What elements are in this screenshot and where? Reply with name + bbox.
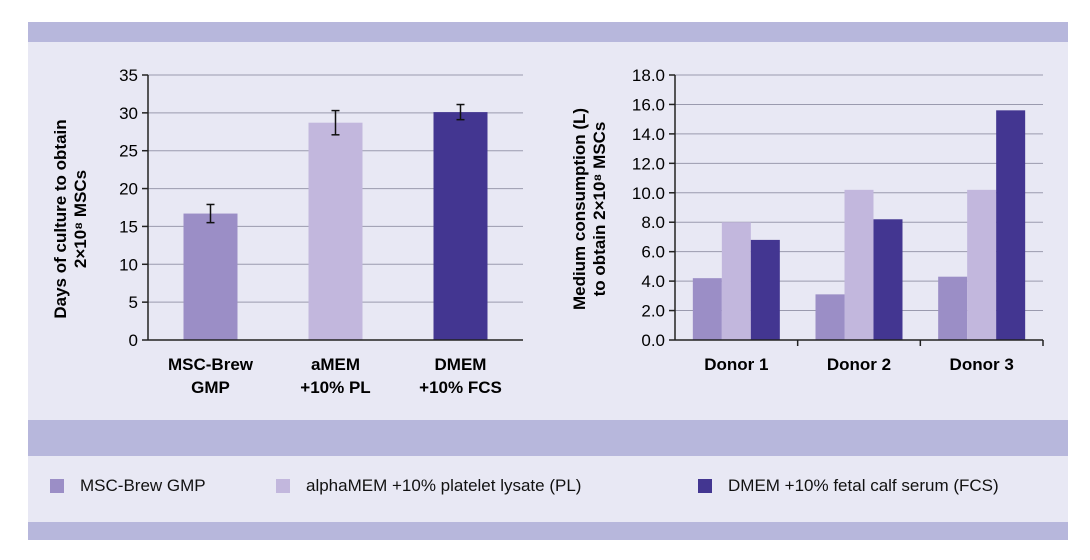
right-bar	[844, 189, 874, 340]
right-ytick-label: 2.0	[641, 302, 665, 321]
left-ytick-label: 15	[119, 217, 138, 236]
right-ytick-label: 6.0	[641, 243, 665, 262]
legend-item-dmem: DMEM +10% fetal calf serum (FCS)	[698, 476, 999, 496]
right-bar	[815, 294, 845, 340]
legend-label-msc-brew: MSC-Brew GMP	[80, 476, 206, 495]
left-ytick-label: 25	[119, 142, 138, 161]
right-ylabel-line2: to obtain 2×10⁸ MSCs	[590, 122, 609, 297]
right-bar	[996, 110, 1026, 340]
right-bar	[873, 219, 903, 340]
left-category-label: DMEM	[435, 355, 487, 374]
right-ytick-label: 18.0	[632, 66, 665, 85]
legend-label-dmem: DMEM +10% fetal calf serum (FCS)	[728, 476, 999, 495]
divider-band	[28, 420, 1068, 456]
right-ytick-label: 10.0	[632, 184, 665, 203]
right-bar	[938, 276, 968, 340]
medium-consumption-chart: 0.0 2.0 4.0 6.0 8.0 10.0 12.0 14.0 16.0 18.0 Dono…	[570, 66, 1044, 374]
days-of-culture-chart: 0 5 10 15 20 25 30 35 MSC-Brew GMP aMEM +10% PL DME…	[51, 66, 523, 397]
legend-panel	[28, 456, 1068, 522]
right-ytick-label: 4.0	[641, 272, 665, 291]
left-ytick-label: 10	[119, 255, 138, 274]
left-ylabel-line2: 2×10⁸ MSCs	[71, 170, 90, 268]
right-ytick-label: 12.0	[632, 154, 665, 173]
legend-item-msc-brew: MSC-Brew GMP	[50, 476, 206, 496]
right-ytick-label: 14.0	[632, 125, 665, 144]
left-category-label: +10% FCS	[419, 378, 502, 397]
right-ylabel-line1: Medium consumption (L)	[570, 108, 589, 310]
right-category-label: Donor 1	[704, 355, 768, 374]
legend-item-alphamem: alphaMEM +10% platelet lysate (PL)	[276, 476, 581, 496]
right-ytick-label: 0.0	[641, 331, 665, 350]
right-ytick-label: 8.0	[641, 213, 665, 232]
left-ylabel-line1: Days of culture to obtain	[51, 119, 70, 318]
left-category-label: aMEM	[311, 355, 360, 374]
right-category-label: Donor 3	[950, 355, 1014, 374]
right-bar	[967, 189, 997, 340]
chart-legend: MSC-Brew GMP alphaMEM +10% platelet lysa…	[28, 476, 1068, 506]
left-ytick-label: 0	[129, 331, 138, 350]
right-bar	[692, 278, 722, 340]
legend-swatch-msc-brew	[50, 479, 64, 493]
right-bar	[750, 239, 780, 340]
left-bar	[308, 122, 363, 340]
right-category-label: Donor 2	[827, 355, 891, 374]
left-ytick-label: 5	[129, 293, 138, 312]
legend-swatch-alphamem	[276, 479, 290, 493]
right-bar	[721, 222, 751, 340]
left-category-label: MSC-Brew	[168, 355, 254, 374]
left-ytick-label: 30	[119, 104, 138, 123]
left-ytick-label: 20	[119, 180, 138, 199]
legend-swatch-dmem	[698, 479, 712, 493]
legend-label-alphamem: alphaMEM +10% platelet lysate (PL)	[306, 476, 582, 495]
header-band	[28, 22, 1068, 42]
footer-band	[28, 522, 1068, 540]
right-ytick-label: 16.0	[632, 95, 665, 114]
left-category-label: +10% PL	[300, 378, 370, 397]
left-bar	[433, 112, 488, 340]
left-category-label: GMP	[191, 378, 230, 397]
left-bar	[183, 213, 238, 340]
left-ytick-label: 35	[119, 66, 138, 85]
